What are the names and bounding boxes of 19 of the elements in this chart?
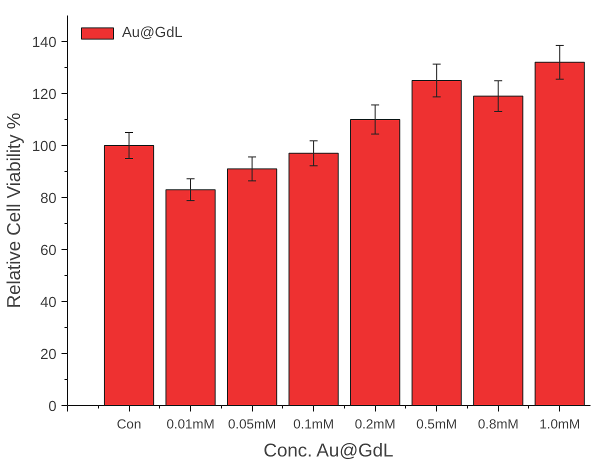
y-tick-label: 20 (40, 347, 57, 363)
y-tick-label: 0 (48, 399, 57, 415)
x-tick-label: Con (116, 416, 142, 432)
x-tick-label: 1.0mM (539, 416, 580, 432)
legend-label: Au@GdL (122, 25, 183, 41)
y-tick-label: 120 (32, 87, 57, 103)
y-tick-label: 60 (40, 243, 57, 259)
y-tick-label: 100 (32, 139, 57, 155)
x-tick-label: 0.1mM (293, 416, 334, 432)
x-tick-label: 0.2mM (354, 416, 396, 432)
y-tick-label: 40 (40, 295, 57, 311)
y-axis-title: Relative Cell Viability % (3, 112, 24, 308)
x-tick-label: 0.05mM (228, 416, 276, 432)
x-tick-label: 0.5mM (416, 416, 458, 432)
y-tick-label: 80 (40, 191, 57, 207)
y-tick-label: 140 (32, 35, 57, 51)
x-tick-label: 0.01mM (166, 416, 215, 432)
x-axis-title: Conc. Au@GdL (264, 440, 394, 460)
x-tick-label: 0.8mM (478, 416, 519, 432)
